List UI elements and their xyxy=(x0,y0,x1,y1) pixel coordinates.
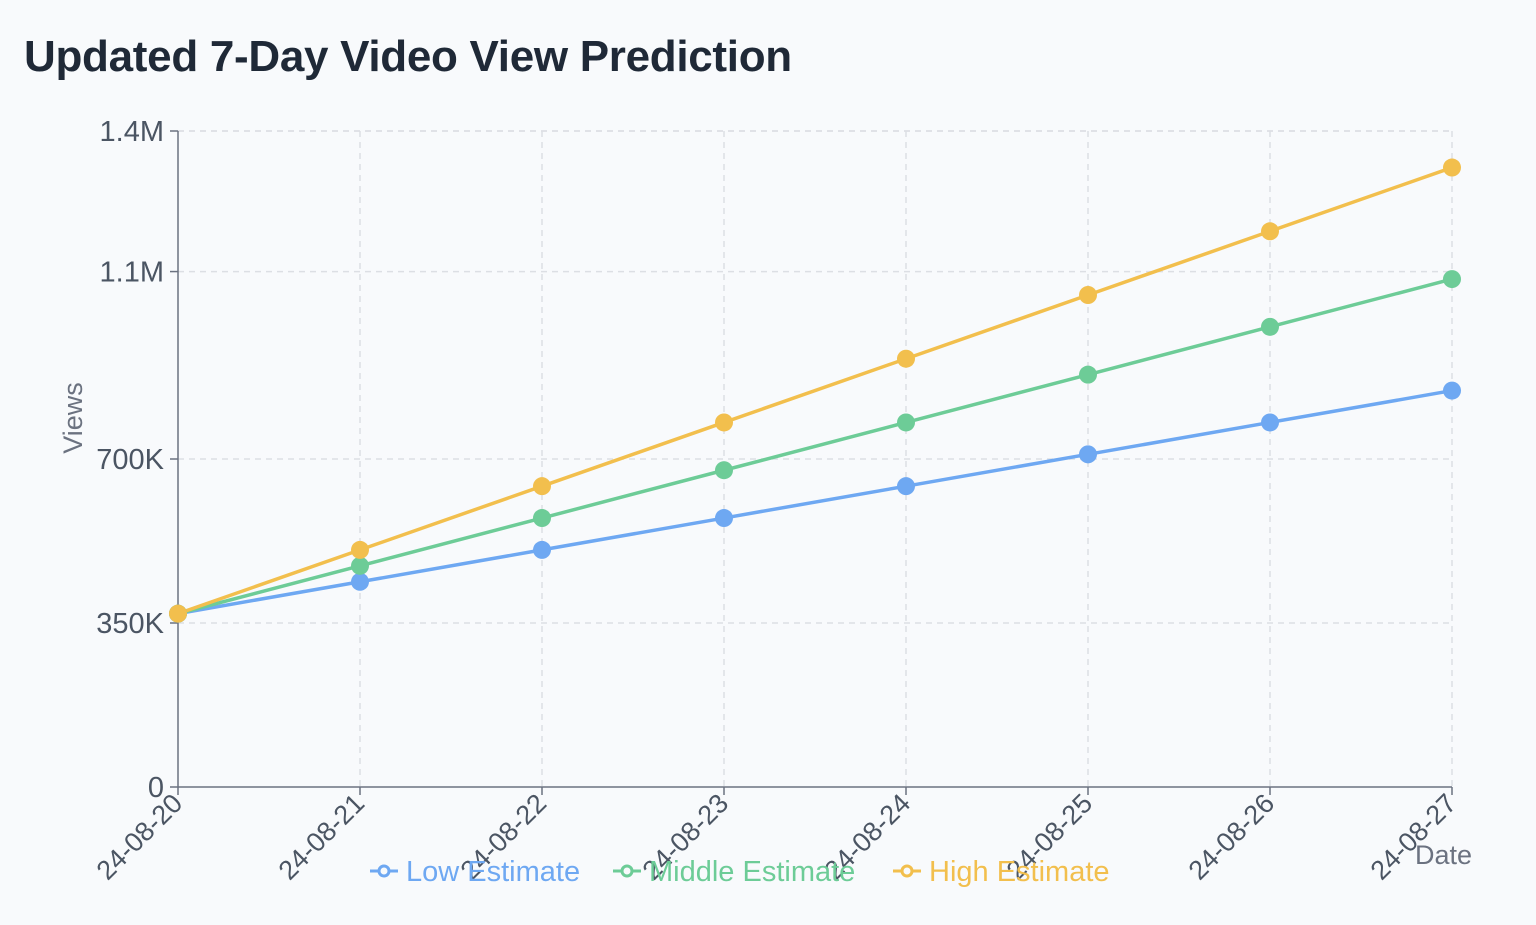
middle-estimate-point[interactable] xyxy=(1261,317,1279,336)
x-tick-label: 24-08-27 xyxy=(1365,788,1463,886)
legend-marker-icon xyxy=(900,864,914,878)
y-tick-label: 1.4M xyxy=(100,116,164,148)
y-tick-label: 1.1M xyxy=(100,257,164,289)
low-estimate-point[interactable] xyxy=(351,572,369,591)
high-estimate-point[interactable] xyxy=(1443,158,1461,177)
high-estimate-line xyxy=(177,165,1453,616)
low-estimate-point[interactable] xyxy=(533,540,551,559)
low-estimate-point[interactable] xyxy=(1079,445,1097,464)
high-estimate-point[interactable] xyxy=(897,349,915,368)
x-tick-label: 24-08-26 xyxy=(1183,788,1281,886)
y-tick-label: 700K xyxy=(96,444,164,476)
legend-marker-icon xyxy=(377,864,391,878)
middle-estimate-point[interactable] xyxy=(351,556,369,575)
legend-item-middle-estimate[interactable]: Middle Estimate xyxy=(613,856,855,888)
low-estimate-line xyxy=(177,388,1453,616)
low-estimate-point[interactable] xyxy=(1443,381,1461,400)
high-estimate-point[interactable] xyxy=(1261,222,1279,241)
x-axis-label: Date xyxy=(1415,840,1472,870)
y-tick-label: 350K xyxy=(96,608,164,640)
series-group xyxy=(169,158,1461,623)
legend-label: Low Estimate xyxy=(406,856,580,888)
high-estimate-point[interactable] xyxy=(169,604,187,623)
legend-label: High Estimate xyxy=(929,856,1110,888)
legend-item-high-estimate[interactable]: High Estimate xyxy=(893,856,1110,888)
middle-estimate-line xyxy=(177,277,1453,616)
chart-title: Updated 7-Day Video View Prediction xyxy=(24,32,792,81)
legend-label: Middle Estimate xyxy=(649,856,855,888)
middle-estimate-point[interactable] xyxy=(533,509,551,528)
axes: 0 350K 700K 1.1M 1.4M 24-08-20 24-08-21 24-08-2… xyxy=(91,116,1463,886)
x-tick-label: 24-08-20 xyxy=(91,788,189,886)
middle-estimate-point[interactable] xyxy=(1443,270,1461,289)
y-axis-label: Views xyxy=(58,382,88,454)
high-estimate-point[interactable] xyxy=(533,477,551,496)
legend[interactable]: Low Estimate Middle Estimate High Estimate xyxy=(370,856,1110,888)
grid-lines xyxy=(178,130,1453,787)
low-estimate-point[interactable] xyxy=(1261,413,1279,432)
low-estimate-point[interactable] xyxy=(897,477,915,496)
middle-estimate-point[interactable] xyxy=(1079,365,1097,384)
high-estimate-point[interactable] xyxy=(715,413,733,432)
x-tick-label: 24-08-21 xyxy=(273,788,371,886)
middle-estimate-point[interactable] xyxy=(897,413,915,432)
middle-estimate-point[interactable] xyxy=(715,461,733,480)
low-estimate-point[interactable] xyxy=(715,509,733,528)
high-estimate-point[interactable] xyxy=(1079,286,1097,304)
y-tick-label: 0 xyxy=(148,772,164,804)
legend-item-low-estimate[interactable]: Low Estimate xyxy=(370,856,580,888)
legend-marker-icon xyxy=(620,864,634,878)
high-estimate-point[interactable] xyxy=(351,540,369,559)
